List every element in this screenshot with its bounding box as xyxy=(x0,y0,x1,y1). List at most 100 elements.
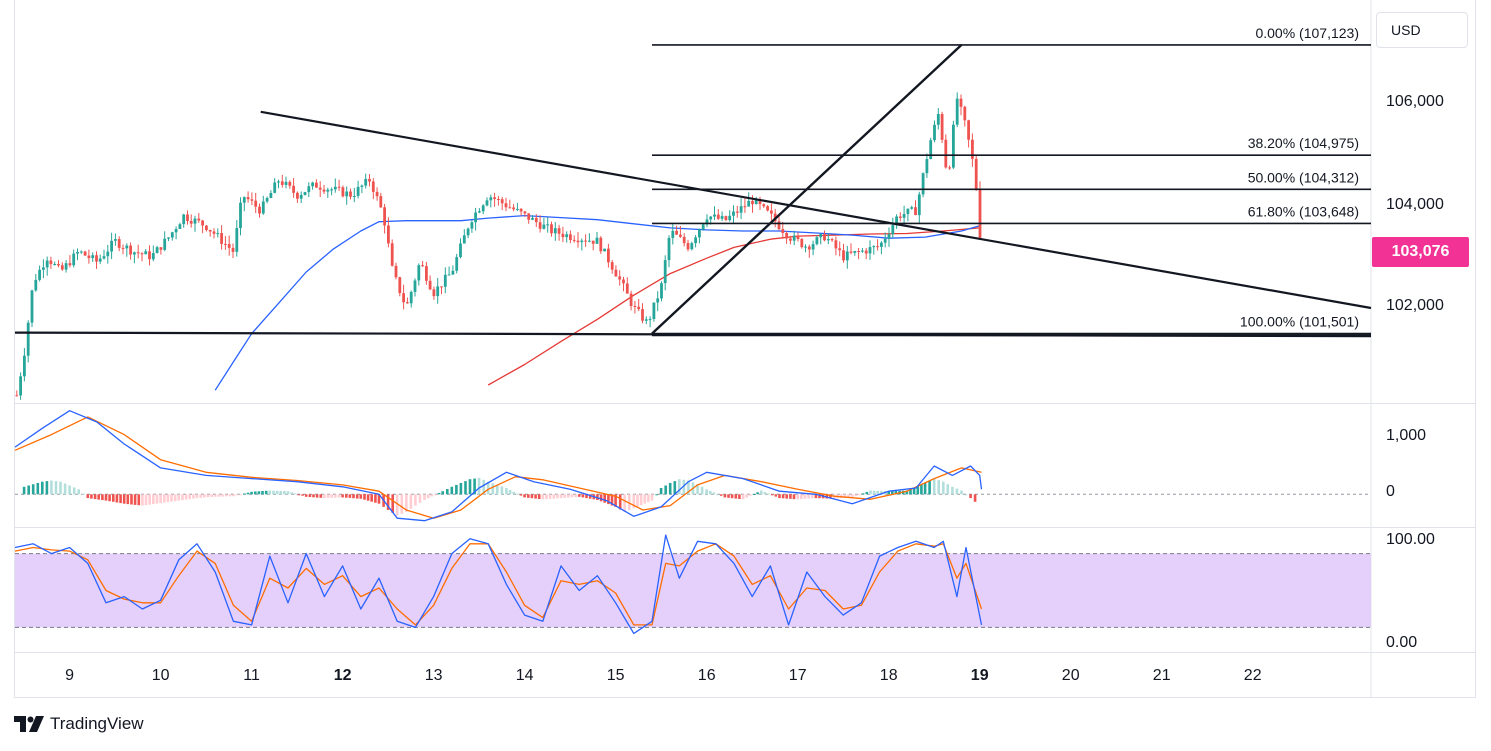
candle-body xyxy=(561,233,565,238)
macd-histogram-bar xyxy=(166,494,170,503)
macd-histogram-bar xyxy=(588,494,592,499)
macd-histogram-bar xyxy=(391,494,394,513)
candle-body xyxy=(318,187,322,190)
stochastic-pane[interactable]: 100.00 0.00 xyxy=(14,531,1435,651)
macd-histogram-bar xyxy=(639,494,643,506)
macd-histogram-bar xyxy=(341,494,344,498)
candle-body xyxy=(466,228,470,236)
macd-histogram-bar xyxy=(122,494,126,504)
macd-histogram-bar xyxy=(556,494,559,499)
candle-body xyxy=(944,139,948,168)
tradingview-brand[interactable]: TradingView xyxy=(14,713,144,735)
candle-body xyxy=(136,252,140,254)
macd-histogram-bar xyxy=(348,494,352,498)
candle-body xyxy=(629,293,633,306)
candle-body xyxy=(534,217,538,223)
time-tick-label: 15 xyxy=(607,667,625,684)
candle-body xyxy=(383,207,386,226)
candle-body xyxy=(527,213,531,220)
macd-histogram-bar xyxy=(574,494,577,498)
candle-body xyxy=(288,181,292,186)
macd-histogram-bar xyxy=(570,494,574,498)
time-tick-label: 12 xyxy=(334,667,352,684)
macd-histogram-bar xyxy=(734,494,738,499)
macd-histogram-bar xyxy=(213,494,217,497)
candle-body xyxy=(182,214,186,225)
macd-histogram-bar xyxy=(323,494,326,499)
candle-body xyxy=(519,208,523,212)
time-tick-label: 9 xyxy=(65,667,74,684)
macd-histogram-bar xyxy=(942,481,945,495)
macd-histogram-bar xyxy=(272,490,275,495)
candle-body xyxy=(250,199,254,201)
candle-body xyxy=(220,233,223,244)
macd-histogram-bar xyxy=(254,491,257,495)
macd-histogram-bar xyxy=(374,494,377,503)
macd-pane[interactable]: 1,000 0 xyxy=(14,410,1426,522)
candle-body xyxy=(849,251,853,253)
candle-body xyxy=(656,298,660,303)
candle-body xyxy=(933,124,936,141)
candle-body xyxy=(167,237,170,239)
macd-histogram-bar xyxy=(181,494,184,501)
macd-histogram-bar xyxy=(243,493,246,495)
candle-body xyxy=(789,238,792,241)
currency-selector-button[interactable]: USD xyxy=(1376,12,1468,48)
candle-body xyxy=(500,199,504,204)
macd-histogram-bar xyxy=(59,481,62,495)
candle-body xyxy=(531,217,534,220)
macd-histogram-bar xyxy=(97,494,100,500)
macd-lines xyxy=(14,410,983,522)
candle-body xyxy=(724,216,728,220)
macd-histogram-bar xyxy=(119,494,122,504)
macd-histogram-bar xyxy=(301,494,304,496)
macd-histogram-bar xyxy=(126,494,130,505)
macd-histogram-bar xyxy=(315,494,319,498)
macd-histogram-bar xyxy=(610,494,614,506)
macd-histogram-bar xyxy=(858,494,861,496)
macd-histogram-bar xyxy=(31,484,35,495)
candle-body xyxy=(720,216,724,219)
candle-body xyxy=(436,286,440,297)
macd-histogram-bar xyxy=(45,481,49,495)
candle-body xyxy=(880,242,883,247)
candle-body xyxy=(671,230,675,238)
macd-histogram-bar xyxy=(876,490,879,495)
price-pane[interactable]: 0.00% (107,123) 38.20% (104,975) 50.00% (1… xyxy=(14,25,1444,400)
time-axis[interactable]: 9 10 11 12 13 14 15 16 17 18 19 20 21 22 xyxy=(65,667,1262,684)
candle-body xyxy=(660,283,663,299)
macd-histogram-bar xyxy=(308,494,312,498)
candle-body xyxy=(766,206,769,211)
candle-body xyxy=(151,253,155,260)
candle-body xyxy=(751,200,754,205)
candle-body xyxy=(79,251,83,253)
candle-body xyxy=(155,247,159,254)
candle-body xyxy=(205,225,208,230)
macd-histogram-bar xyxy=(297,494,301,496)
macd-histogram-bar xyxy=(923,483,927,495)
fibonacci-retracement[interactable]: 0.00% (107,123) 38.20% (104,975) 50.00% (1… xyxy=(652,25,1371,335)
stochastic-d-line xyxy=(14,543,983,626)
macd-histogram-bar xyxy=(916,486,920,495)
macd-histogram-bar xyxy=(137,494,141,506)
candle-body xyxy=(269,193,273,198)
time-tick-label: 14 xyxy=(516,667,534,684)
macd-histogram-bar xyxy=(304,494,308,497)
macd-histogram-bar xyxy=(559,494,563,499)
macd-histogram-bar xyxy=(854,494,858,497)
candle-body xyxy=(728,215,732,221)
candle-body xyxy=(133,252,136,255)
macd-label-1000: 1,000 xyxy=(1386,427,1426,444)
macd-histogram-bar xyxy=(659,488,663,495)
candle-body xyxy=(861,250,864,252)
macd-histogram-bar xyxy=(843,494,847,498)
candle-body xyxy=(474,212,477,223)
candle-body xyxy=(114,239,117,241)
candle-body xyxy=(906,208,910,214)
price-axis[interactable]: 106,000 104,000 102,000 xyxy=(1386,93,1444,314)
macd-histogram-bar xyxy=(473,478,476,495)
macd-histogram-bar xyxy=(414,494,417,506)
macd-histogram-bar xyxy=(27,485,30,495)
price-label-106000: 106,000 xyxy=(1386,93,1444,110)
